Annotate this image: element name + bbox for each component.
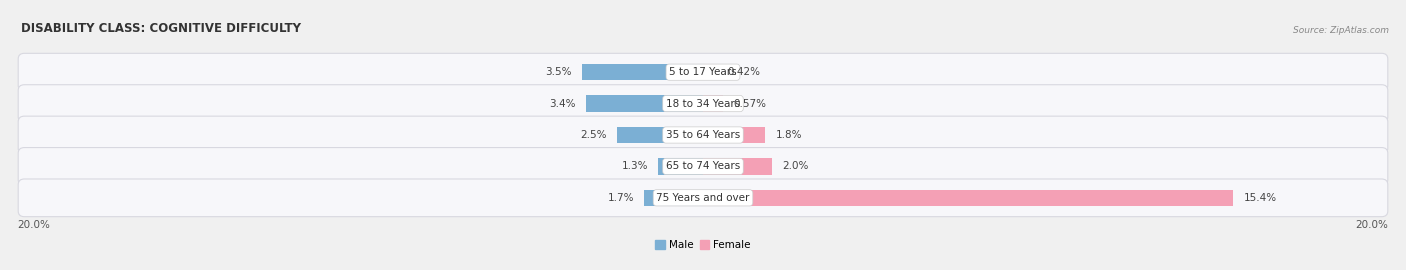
Text: 18 to 34 Years: 18 to 34 Years [666,99,740,109]
Bar [703,158,772,175]
Bar [703,127,765,143]
Text: 3.5%: 3.5% [546,67,572,77]
Bar [658,158,703,175]
Text: 20.0%: 20.0% [1355,221,1389,231]
Text: Source: ZipAtlas.com: Source: ZipAtlas.com [1294,26,1389,35]
Text: 1.3%: 1.3% [621,161,648,171]
Text: 1.7%: 1.7% [607,193,634,203]
FancyBboxPatch shape [18,148,1388,185]
Text: 35 to 64 Years: 35 to 64 Years [666,130,740,140]
Text: 1.8%: 1.8% [775,130,801,140]
Bar [617,127,703,143]
Bar [703,95,723,112]
FancyBboxPatch shape [18,179,1388,217]
Text: 0.42%: 0.42% [728,67,761,77]
Text: DISABILITY CLASS: COGNITIVE DIFFICULTY: DISABILITY CLASS: COGNITIVE DIFFICULTY [21,22,301,35]
Text: 65 to 74 Years: 65 to 74 Years [666,161,740,171]
Bar [644,190,703,206]
FancyBboxPatch shape [18,85,1388,122]
Text: 75 Years and over: 75 Years and over [657,193,749,203]
FancyBboxPatch shape [18,116,1388,154]
Bar [582,64,703,80]
Legend: Male, Female: Male, Female [651,236,755,254]
Text: 5 to 17 Years: 5 to 17 Years [669,67,737,77]
Text: 2.5%: 2.5% [581,130,606,140]
Bar [586,95,703,112]
Text: 2.0%: 2.0% [782,161,808,171]
Text: 15.4%: 15.4% [1244,193,1277,203]
FancyBboxPatch shape [18,53,1388,91]
Text: 20.0%: 20.0% [17,221,51,231]
Text: 0.57%: 0.57% [733,99,766,109]
Bar [703,190,1233,206]
Bar [703,64,717,80]
Text: 3.4%: 3.4% [550,99,575,109]
